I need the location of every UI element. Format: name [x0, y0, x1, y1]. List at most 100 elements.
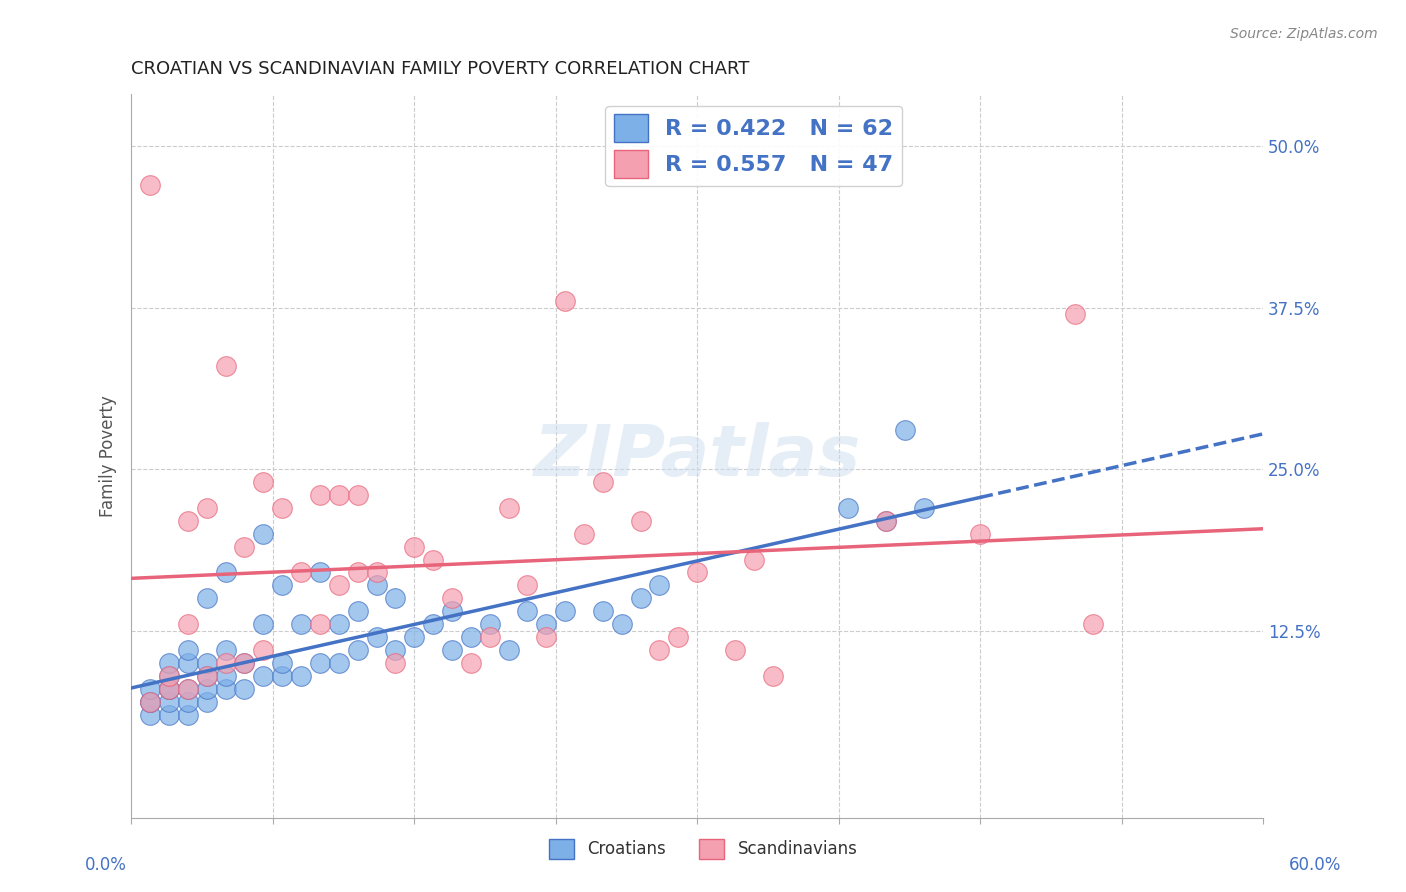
Point	[554, 294, 576, 309]
Point	[233, 656, 256, 670]
Point	[328, 488, 350, 502]
Point	[195, 669, 218, 683]
Point	[177, 695, 200, 709]
Point	[366, 578, 388, 592]
Point	[422, 552, 444, 566]
Point	[290, 617, 312, 632]
Point	[195, 656, 218, 670]
Point	[139, 695, 162, 709]
Point	[214, 359, 236, 373]
Point	[139, 178, 162, 192]
Point	[724, 643, 747, 657]
Point	[666, 630, 689, 644]
Point	[195, 669, 218, 683]
Point	[271, 669, 294, 683]
Point	[309, 617, 332, 632]
Point	[233, 681, 256, 696]
Point	[498, 643, 520, 657]
Point	[478, 617, 501, 632]
Point	[157, 681, 180, 696]
Point	[498, 500, 520, 515]
Point	[157, 669, 180, 683]
Point	[233, 540, 256, 554]
Point	[1083, 617, 1105, 632]
Point	[969, 526, 991, 541]
Point	[328, 617, 350, 632]
Point	[309, 488, 332, 502]
Point	[648, 643, 671, 657]
Point	[271, 656, 294, 670]
Point	[478, 630, 501, 644]
Point	[309, 566, 332, 580]
Point	[384, 591, 406, 606]
Point	[893, 423, 915, 437]
Text: 60.0%: 60.0%	[1288, 856, 1341, 874]
Legend: Croatians, Scandinavians: Croatians, Scandinavians	[543, 832, 863, 866]
Point	[422, 617, 444, 632]
Point	[366, 566, 388, 580]
Point	[157, 681, 180, 696]
Point	[1063, 307, 1085, 321]
Point	[762, 669, 785, 683]
Point	[177, 514, 200, 528]
Point	[440, 604, 463, 618]
Point	[404, 630, 426, 644]
Point	[346, 604, 368, 618]
Point	[177, 707, 200, 722]
Point	[875, 514, 897, 528]
Point	[875, 514, 897, 528]
Point	[346, 643, 368, 657]
Point	[177, 643, 200, 657]
Point	[686, 566, 709, 580]
Text: ZIPatlas: ZIPatlas	[533, 422, 860, 491]
Point	[214, 669, 236, 683]
Point	[157, 669, 180, 683]
Point	[516, 604, 538, 618]
Point	[214, 643, 236, 657]
Point	[290, 669, 312, 683]
Point	[648, 578, 671, 592]
Point	[252, 617, 274, 632]
Point	[516, 578, 538, 592]
Text: CROATIAN VS SCANDINAVIAN FAMILY POVERTY CORRELATION CHART: CROATIAN VS SCANDINAVIAN FAMILY POVERTY …	[131, 60, 749, 78]
Point	[195, 500, 218, 515]
Point	[366, 630, 388, 644]
Point	[346, 566, 368, 580]
Point	[384, 656, 406, 670]
Point	[139, 695, 162, 709]
Point	[139, 681, 162, 696]
Point	[214, 566, 236, 580]
Point	[630, 591, 652, 606]
Point	[554, 604, 576, 618]
Point	[536, 630, 558, 644]
Point	[572, 526, 595, 541]
Point	[139, 695, 162, 709]
Point	[252, 643, 274, 657]
Point	[233, 656, 256, 670]
Point	[592, 604, 614, 618]
Text: Source: ZipAtlas.com: Source: ZipAtlas.com	[1230, 27, 1378, 41]
Text: 0.0%: 0.0%	[84, 856, 127, 874]
Point	[177, 617, 200, 632]
Y-axis label: Family Poverty: Family Poverty	[100, 395, 117, 517]
Point	[252, 526, 274, 541]
Point	[536, 617, 558, 632]
Point	[195, 695, 218, 709]
Point	[177, 681, 200, 696]
Point	[404, 540, 426, 554]
Point	[177, 656, 200, 670]
Point	[252, 669, 274, 683]
Point	[592, 475, 614, 489]
Point	[157, 695, 180, 709]
Point	[271, 500, 294, 515]
Point	[630, 514, 652, 528]
Point	[328, 656, 350, 670]
Point	[139, 707, 162, 722]
Point	[837, 500, 859, 515]
Point	[195, 681, 218, 696]
Point	[195, 591, 218, 606]
Legend: R = 0.422   N = 62, R = 0.557   N = 47: R = 0.422 N = 62, R = 0.557 N = 47	[606, 105, 903, 186]
Point	[214, 681, 236, 696]
Point	[309, 656, 332, 670]
Point	[271, 578, 294, 592]
